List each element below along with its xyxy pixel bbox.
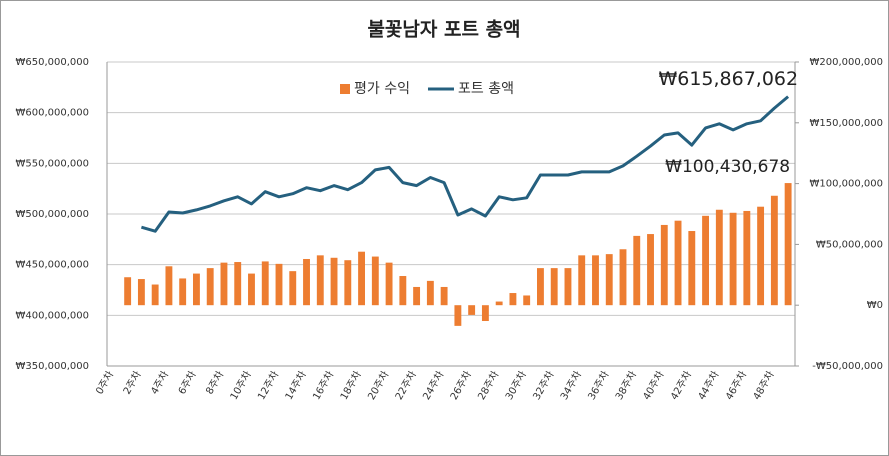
bar <box>179 278 187 306</box>
bar <box>206 268 214 306</box>
bar <box>495 301 503 306</box>
bar <box>468 305 476 315</box>
bar <box>303 258 310 306</box>
y-tick-label: ₩550,000,000 <box>15 158 89 169</box>
bar <box>550 268 558 306</box>
y-tick-label: ₩500,000,000 <box>15 209 89 220</box>
bar <box>770 195 778 306</box>
y-tick-label: ₩350,000,000 <box>15 361 89 372</box>
bar <box>220 262 228 306</box>
line <box>140 95 790 233</box>
bar <box>702 215 709 306</box>
data-label: ₩615,867,062 <box>658 68 798 90</box>
bar <box>564 268 572 306</box>
y-tick-label: ₩400,000,000 <box>15 310 89 321</box>
bar <box>509 293 517 306</box>
bar <box>371 256 379 306</box>
bar <box>234 262 242 306</box>
bar <box>413 286 421 306</box>
bar <box>647 234 654 306</box>
y2-tick-label: ₩50,000,000 <box>816 239 883 250</box>
y-tick-label: ₩650,000,000 <box>15 57 89 68</box>
bar <box>743 210 751 306</box>
y2-tick-label: ₩150,000,000 <box>809 118 883 129</box>
bar <box>523 295 531 306</box>
bar <box>454 305 462 326</box>
bar <box>426 280 434 306</box>
y2-tick-label: ₩200,000,000 <box>809 57 883 68</box>
bar <box>330 257 338 306</box>
bar <box>289 271 297 306</box>
y2-tick-label: ₩100,000,000 <box>809 179 883 190</box>
bar <box>165 266 173 306</box>
bar <box>592 255 599 306</box>
bar <box>193 273 200 306</box>
bar <box>757 206 765 306</box>
bar <box>633 235 641 306</box>
legend-label: 포트 총액 <box>458 81 514 97</box>
bar <box>729 212 737 306</box>
bar <box>137 279 145 306</box>
bar <box>344 260 352 306</box>
bar <box>481 305 489 322</box>
bar <box>151 284 159 306</box>
bar <box>578 255 586 306</box>
bar <box>660 224 668 306</box>
bar <box>537 268 544 306</box>
bar <box>440 286 448 306</box>
bar <box>399 276 407 306</box>
bar <box>385 262 393 306</box>
bar <box>358 251 365 306</box>
bar <box>619 249 627 306</box>
bar <box>316 255 324 306</box>
bar <box>124 277 132 306</box>
y2-tick-label: ₩0 <box>867 300 883 311</box>
y2-tick-label: -₩50,000,000 <box>812 361 883 372</box>
bar <box>784 183 792 306</box>
bar <box>715 209 723 306</box>
bar <box>275 263 283 306</box>
bar <box>688 231 696 306</box>
y-tick-label: ₩450,000,000 <box>15 260 89 271</box>
chart-title: 불꽃남자 포트 총액 <box>367 19 520 41</box>
y-tick-label: ₩600,000,000 <box>15 108 89 119</box>
bar <box>261 261 269 306</box>
data-label: ₩100,430,678 <box>665 157 790 177</box>
bar <box>674 220 682 306</box>
bar <box>605 254 613 306</box>
bar <box>248 273 255 306</box>
legend-label: 평가 수익 <box>354 81 410 97</box>
legend-swatch <box>340 84 350 94</box>
